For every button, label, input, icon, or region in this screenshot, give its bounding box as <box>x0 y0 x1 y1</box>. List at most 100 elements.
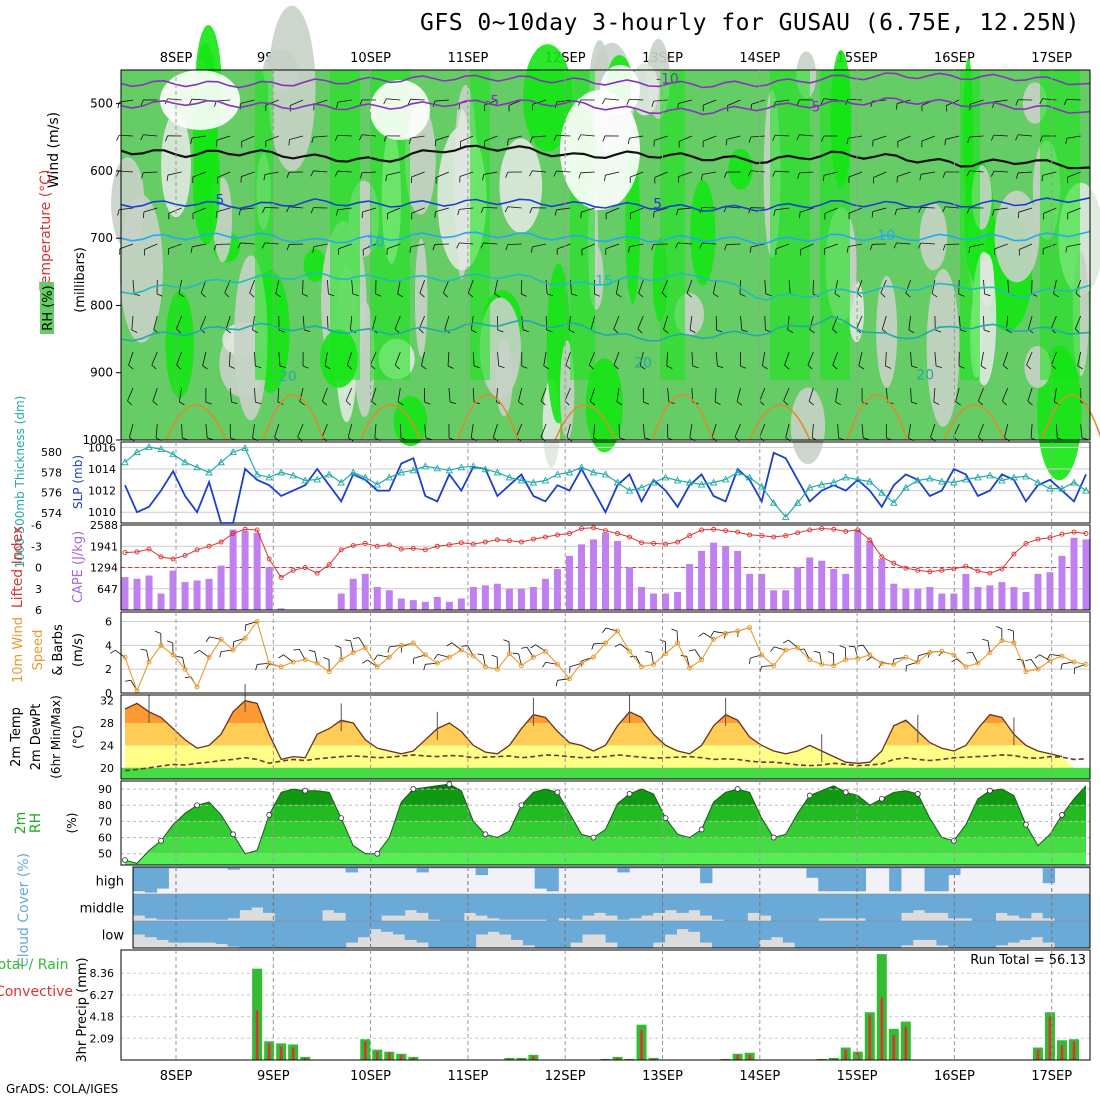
li-point <box>302 565 308 570</box>
wind-barb-flag <box>978 400 983 406</box>
thickness-point <box>637 483 646 491</box>
cape-bar <box>121 577 129 610</box>
wind-barb-flag <box>1015 99 1019 106</box>
cape-bar <box>373 587 381 610</box>
cloud-cell <box>357 894 370 921</box>
ylabel-wind: Wind (m/s) <box>46 112 62 188</box>
wind-barb-flag <box>1077 365 1083 370</box>
wind10m-point <box>158 642 164 648</box>
thickness-point <box>145 443 153 451</box>
cloud-level-label: high <box>96 875 124 890</box>
wind10m-barb-flag <box>1007 628 1014 632</box>
cloud-cell <box>889 894 902 921</box>
rh2m-point <box>338 815 345 822</box>
wind-barb <box>494 279 498 294</box>
wind-barb <box>265 135 279 142</box>
wind-barb-flag <box>200 292 207 298</box>
wind-barb <box>420 351 425 366</box>
wind-barb-flag <box>736 401 743 406</box>
thickness-point <box>938 477 946 485</box>
cloud-cell <box>900 894 914 913</box>
wind-barb-flag <box>237 242 241 249</box>
wind-barb <box>848 243 863 248</box>
wind-barb <box>881 315 887 330</box>
li-point <box>134 549 140 555</box>
cloud-cell <box>392 894 406 916</box>
rh-contour-patch <box>728 148 753 190</box>
wind-barb-flag <box>724 244 727 251</box>
wind-barb <box>327 315 329 331</box>
wind-barb <box>264 242 279 245</box>
ylabel-rh2m-b: 2m <box>13 812 29 835</box>
wind-barb-flag <box>553 135 557 141</box>
wind10m-barb-flag <box>278 654 284 659</box>
wind10m-point <box>603 640 608 646</box>
cloud-level-label: middle <box>80 902 124 917</box>
cape-bar <box>782 590 790 610</box>
cloud-cell <box>215 867 229 869</box>
cape-bar <box>794 567 802 610</box>
rh-contour-patch <box>119 194 163 343</box>
wind-barb <box>1053 387 1057 402</box>
wind-barb <box>616 387 620 402</box>
thickness-point <box>553 470 562 478</box>
wind-barb <box>605 171 620 176</box>
wind10m-point <box>771 663 777 669</box>
wind-barb-flag <box>310 170 314 177</box>
li-point <box>434 543 440 549</box>
wind10m-point <box>230 647 236 653</box>
wind-barb <box>362 207 377 213</box>
cloud-cell <box>629 921 642 948</box>
thickness-point <box>697 480 706 488</box>
wind10m-point <box>542 648 548 654</box>
rh-contour-patch <box>994 190 1040 283</box>
wind-barb-flag <box>543 365 550 370</box>
cloud-cell <box>617 894 630 920</box>
wind-barb <box>808 387 814 402</box>
wind-barb <box>824 207 838 214</box>
cloud-cell <box>652 921 666 943</box>
cape-bar <box>926 587 934 610</box>
li-point <box>182 553 188 558</box>
precip-convective-bar <box>412 1057 415 1060</box>
li-point <box>314 570 320 576</box>
wind-barb <box>703 135 717 142</box>
precip-convective-bar <box>1060 1045 1064 1060</box>
wind-barb-flag <box>529 170 533 177</box>
cape-bar <box>614 541 622 610</box>
cape-bar <box>157 593 165 610</box>
wind-barb-flag <box>992 209 995 216</box>
wind-barb <box>507 206 522 209</box>
wind-barb <box>897 135 911 142</box>
wind-barb-flag <box>252 329 259 334</box>
cape-bar <box>577 544 585 610</box>
wind-barb <box>775 207 790 211</box>
wind-barb <box>397 387 401 402</box>
cape-bar <box>397 598 405 610</box>
wind-barb-flag <box>151 364 157 370</box>
cloud-cell <box>203 867 217 869</box>
li-point <box>470 541 476 547</box>
cloud-cell <box>641 867 654 869</box>
cloud-cell <box>369 867 382 869</box>
cloud-cell <box>1054 867 1067 869</box>
wind-barb-flag <box>967 136 970 143</box>
isotherm-15 <box>120 271 1091 302</box>
cloud-cell <box>416 867 429 873</box>
cloud-cell <box>581 894 595 916</box>
cloud-cell <box>487 894 500 919</box>
precip-convective-bar <box>868 1015 872 1060</box>
thickness-point <box>205 468 213 476</box>
wind10m-point <box>1071 659 1077 665</box>
wind-barb-flag <box>450 401 457 404</box>
rh-band <box>125 789 1086 806</box>
cloud-cell <box>144 894 158 919</box>
thickness-point <box>157 445 165 453</box>
wind-barb <box>1004 423 1009 438</box>
cloud-cell <box>333 867 347 869</box>
thickness-point <box>361 473 370 481</box>
wind-barb <box>740 315 743 330</box>
cloud-cell <box>676 894 689 913</box>
wind10m-series-line <box>124 620 1087 693</box>
wind-barb-flag <box>594 293 601 297</box>
